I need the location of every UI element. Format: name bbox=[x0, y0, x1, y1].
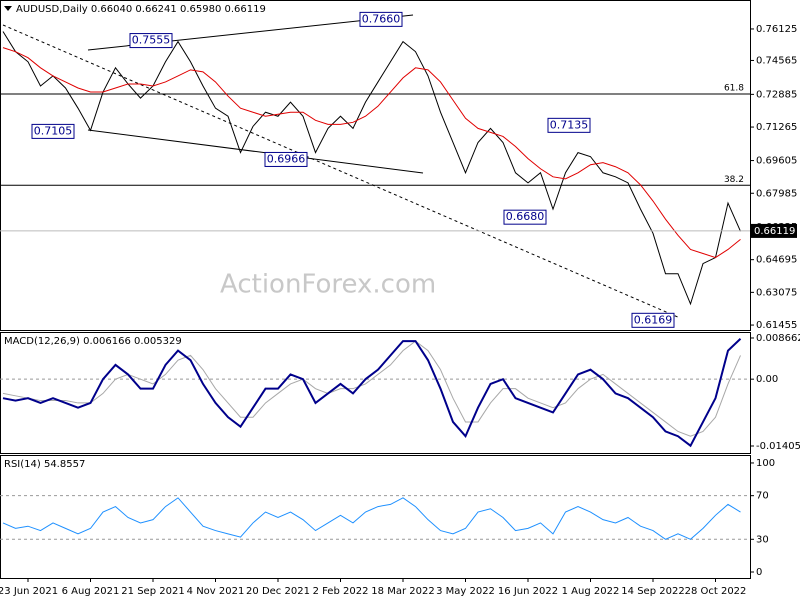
y-tick-label: 0.69605 bbox=[756, 156, 797, 167]
last-price-box bbox=[751, 223, 797, 238]
x-tick-label: 2 Feb 2022 bbox=[313, 586, 369, 597]
x-tick-label: 3 May 2022 bbox=[436, 586, 495, 597]
x-tick-label: 1 Aug 2022 bbox=[562, 586, 620, 597]
y-tick-label: 0.72885 bbox=[756, 89, 797, 100]
annotation-box bbox=[631, 312, 675, 328]
macd-panel bbox=[0, 332, 751, 454]
x-tick-label: 23 Jun 2021 bbox=[0, 586, 58, 597]
trendline bbox=[2, 24, 681, 319]
x-tick-label: 20 Dec 2021 bbox=[246, 586, 310, 597]
x-tick-label: 28 Oct 2022 bbox=[685, 586, 747, 597]
macd-title: MACD(12,26,9) 0.006166 0.005329 bbox=[4, 336, 182, 347]
y-tick-label: -0.014055 bbox=[756, 441, 800, 452]
annotation-label: 0.7555 bbox=[132, 34, 171, 47]
y-tick-label: 0.71265 bbox=[756, 122, 797, 133]
annotation-box bbox=[129, 33, 173, 49]
x-tick-label: 21 Sep 2021 bbox=[121, 586, 184, 597]
series-line bbox=[2, 340, 741, 437]
x-tick-label: 6 Aug 2021 bbox=[62, 586, 120, 597]
fib-label: 38.2 bbox=[724, 175, 744, 185]
x-tick-label: 16 Jun 2022 bbox=[498, 586, 558, 597]
annotation-label: 0.7135 bbox=[550, 118, 589, 131]
last-price-label: 0.66119 bbox=[754, 226, 795, 237]
rsi-title: RSI(14) 54.8557 bbox=[4, 459, 85, 470]
annotation-label: 0.7660 bbox=[362, 12, 401, 25]
series-line bbox=[2, 497, 741, 540]
annotation-box bbox=[547, 117, 591, 133]
annotation-box bbox=[503, 209, 547, 225]
x-tick-label: 18 Mar 2022 bbox=[371, 586, 434, 597]
price-panel bbox=[0, 0, 751, 331]
menu-icon bbox=[4, 6, 12, 11]
x-tick-label: 4 Nov 2021 bbox=[187, 586, 245, 597]
annotation-box bbox=[31, 123, 75, 139]
x-tick-label: 14 Sep 2022 bbox=[621, 586, 684, 597]
watermark: ActionForex.com bbox=[220, 270, 436, 300]
y-tick-label: 0.74565 bbox=[756, 55, 797, 66]
y-tick-label: 0 bbox=[756, 567, 762, 578]
annotation-label: 0.6680 bbox=[506, 210, 545, 223]
trendline bbox=[87, 129, 424, 174]
y-tick-label: 0.00 bbox=[756, 374, 778, 385]
y-tick-label: 0.64695 bbox=[756, 255, 797, 266]
y-tick-label: 0.67985 bbox=[756, 188, 797, 199]
series-line bbox=[2, 31, 741, 306]
annotation-label: 0.6169 bbox=[634, 313, 673, 326]
y-tick-label: 30 bbox=[756, 534, 769, 545]
annotation-label: 0.7105 bbox=[34, 124, 73, 137]
price-title: AUDUSD,Daily 0.66040 0.66241 0.65980 0.6… bbox=[16, 4, 266, 15]
series-line bbox=[2, 338, 742, 448]
y-tick-label: 70 bbox=[756, 491, 769, 502]
y-tick-label: 0.76125 bbox=[756, 24, 797, 35]
y-tick-label: 0.63075 bbox=[756, 287, 797, 298]
fib-label: 61.8 bbox=[724, 84, 744, 94]
annotation-box bbox=[264, 151, 308, 167]
y-tick-label: 0.61455 bbox=[756, 320, 797, 331]
series-line bbox=[2, 47, 741, 259]
y-tick-label: 0.008662 bbox=[756, 333, 800, 344]
rsi-panel bbox=[0, 455, 751, 579]
annotation-box bbox=[359, 11, 403, 27]
y-tick-label: 100 bbox=[756, 458, 775, 469]
annotation-label: 0.6966 bbox=[267, 152, 306, 165]
